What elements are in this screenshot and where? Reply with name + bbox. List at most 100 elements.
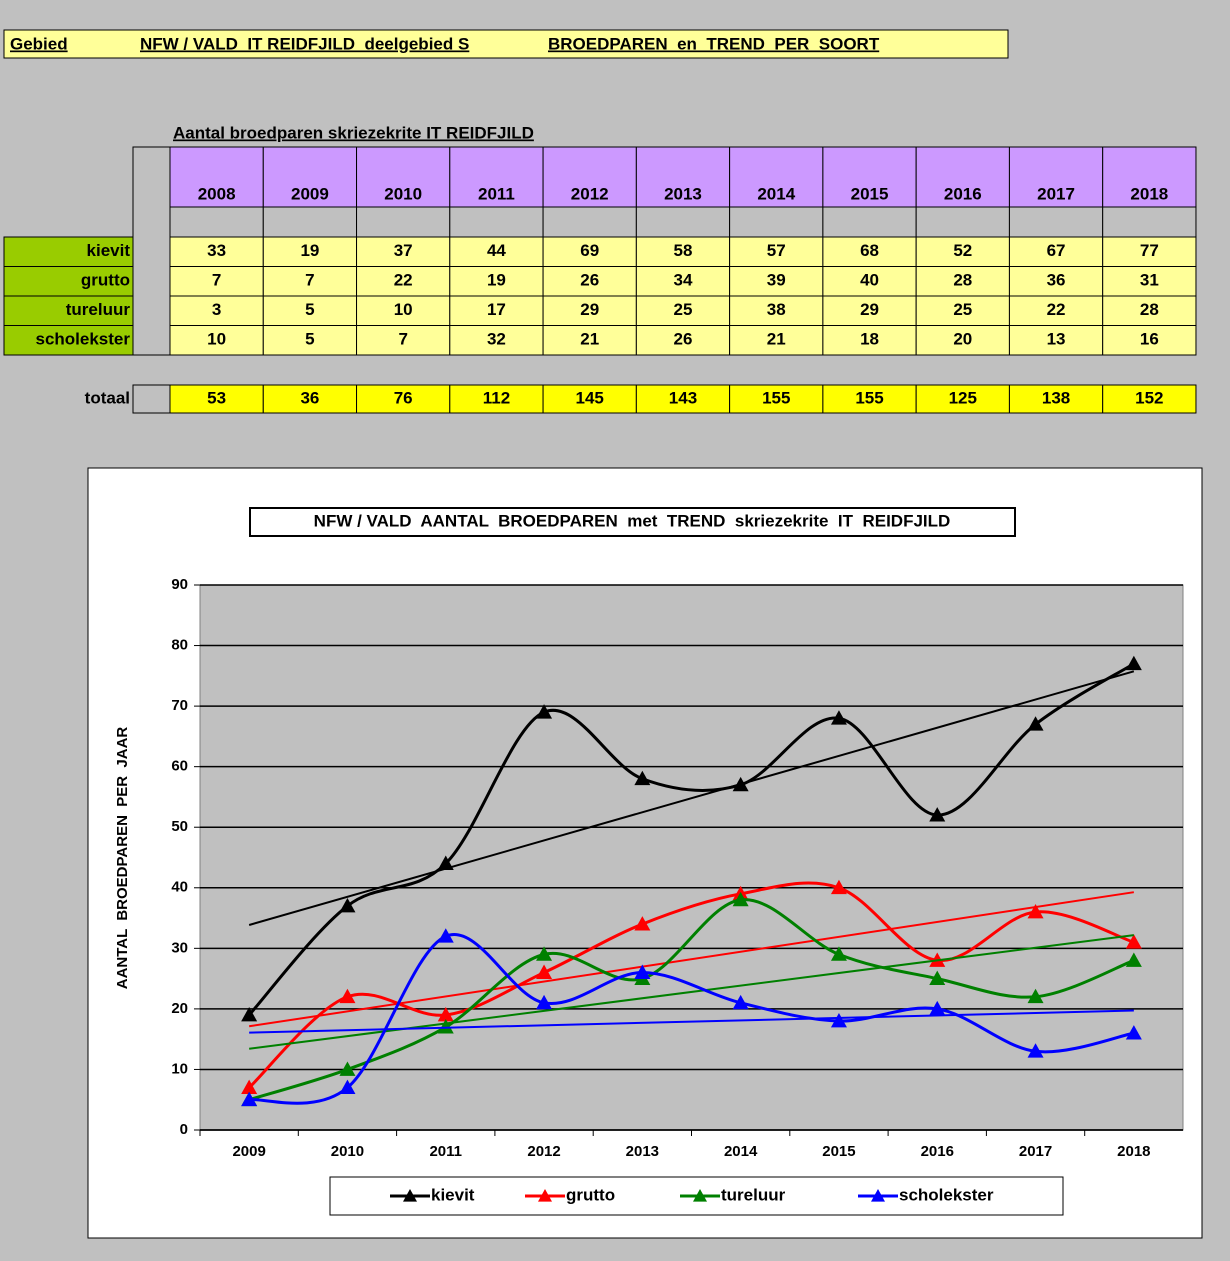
year-cell bbox=[356, 146, 451, 208]
total-value: 125 bbox=[949, 388, 977, 407]
marker bbox=[437, 1006, 454, 1022]
value-cell bbox=[542, 325, 637, 356]
marker bbox=[339, 988, 356, 1004]
x-tick-label: 2010 bbox=[331, 1143, 364, 1160]
year-cell bbox=[635, 146, 731, 208]
y-tick-label: 80 bbox=[171, 637, 188, 654]
header-area: NFW / VALD IT REIDFJILD deelgebied S bbox=[140, 34, 469, 53]
label-column bbox=[132, 146, 171, 356]
value: 26 bbox=[580, 271, 599, 290]
value: 40 bbox=[860, 271, 879, 290]
total-cell bbox=[356, 384, 451, 414]
marker bbox=[1027, 904, 1044, 919]
total-value: 53 bbox=[207, 388, 226, 407]
value: 57 bbox=[767, 241, 786, 260]
value-cell bbox=[1008, 266, 1104, 297]
value: 25 bbox=[674, 300, 693, 319]
value: 19 bbox=[300, 241, 319, 260]
value-cell bbox=[169, 325, 264, 356]
value: 39 bbox=[767, 271, 786, 290]
header-box bbox=[3, 29, 1009, 59]
value: 16 bbox=[1140, 330, 1159, 349]
value: 67 bbox=[1047, 241, 1066, 260]
value-cell bbox=[822, 236, 917, 267]
trend-line bbox=[248, 670, 1135, 926]
value: 44 bbox=[487, 241, 506, 260]
y-tick-label: 70 bbox=[171, 697, 188, 714]
value: 13 bbox=[1047, 330, 1066, 349]
value-cell bbox=[356, 236, 451, 267]
value: 34 bbox=[674, 271, 693, 290]
y-axis-title: AANTAL BROEDPAREN PER JAAR bbox=[114, 727, 131, 990]
value-cell bbox=[262, 266, 358, 297]
year-cell bbox=[1102, 146, 1197, 208]
total-value: 143 bbox=[669, 388, 697, 407]
blank-cell bbox=[729, 206, 824, 238]
value-cell bbox=[169, 236, 264, 267]
year-label: 2010 bbox=[384, 184, 422, 203]
series-line bbox=[248, 898, 1135, 1102]
legend-marker bbox=[538, 1189, 552, 1202]
plot-area bbox=[199, 584, 1184, 1131]
year-label: 2018 bbox=[1130, 184, 1168, 203]
marker bbox=[1027, 988, 1044, 1004]
trend-line bbox=[249, 1009, 1134, 1034]
value-cell bbox=[356, 266, 451, 297]
x-tick-label: 2017 bbox=[1019, 1143, 1052, 1160]
marker bbox=[339, 897, 356, 913]
blank-cell bbox=[449, 206, 544, 238]
y-tick-label: 20 bbox=[171, 1000, 188, 1017]
marker bbox=[830, 879, 847, 895]
marker bbox=[830, 1013, 847, 1028]
y-tick-label: 60 bbox=[171, 758, 188, 775]
value: 37 bbox=[394, 241, 413, 260]
value: 28 bbox=[953, 271, 972, 290]
total-cell bbox=[542, 384, 637, 414]
value-cell bbox=[356, 325, 451, 356]
y-tick-label: 10 bbox=[171, 1060, 188, 1077]
value-cell bbox=[169, 266, 264, 297]
value-cell bbox=[262, 325, 358, 356]
value: 22 bbox=[1047, 300, 1066, 319]
marker bbox=[1027, 1043, 1044, 1058]
total-cell bbox=[915, 384, 1010, 414]
year-label: 2015 bbox=[851, 184, 889, 203]
value: 32 bbox=[487, 330, 506, 349]
row-label-cell bbox=[3, 295, 134, 326]
marker bbox=[634, 770, 651, 786]
marker bbox=[830, 710, 847, 725]
value: 69 bbox=[580, 241, 599, 260]
year-cell bbox=[915, 146, 1010, 208]
value-cell bbox=[729, 295, 824, 326]
blank-cell bbox=[1102, 206, 1197, 238]
blank-cell bbox=[542, 206, 637, 238]
value-cell bbox=[729, 325, 824, 356]
value: 7 bbox=[305, 271, 314, 290]
x-tick-label: 2011 bbox=[429, 1143, 462, 1160]
total-value: 155 bbox=[762, 388, 790, 407]
value: 5 bbox=[305, 300, 314, 319]
value-cell bbox=[262, 236, 358, 267]
marker bbox=[732, 891, 749, 907]
y-tick-label: 30 bbox=[171, 939, 188, 956]
value-cell bbox=[1008, 325, 1104, 356]
row-label-cell bbox=[3, 266, 134, 297]
value-cell bbox=[635, 325, 731, 356]
value: 20 bbox=[953, 330, 972, 349]
total-cell bbox=[635, 384, 731, 414]
marker bbox=[339, 1061, 356, 1076]
value: 21 bbox=[580, 330, 599, 349]
marker bbox=[1125, 1025, 1142, 1040]
value: 28 bbox=[1140, 300, 1159, 319]
year-label: 2017 bbox=[1037, 184, 1075, 203]
value-cell bbox=[169, 295, 264, 326]
value: 26 bbox=[674, 330, 693, 349]
blank-cell bbox=[262, 206, 358, 238]
value-cell bbox=[1008, 236, 1104, 267]
year-label: 2012 bbox=[571, 184, 609, 203]
series-line bbox=[248, 932, 1135, 1105]
value: 58 bbox=[674, 241, 693, 260]
legend-marker bbox=[693, 1189, 707, 1202]
value-cell bbox=[729, 236, 824, 267]
